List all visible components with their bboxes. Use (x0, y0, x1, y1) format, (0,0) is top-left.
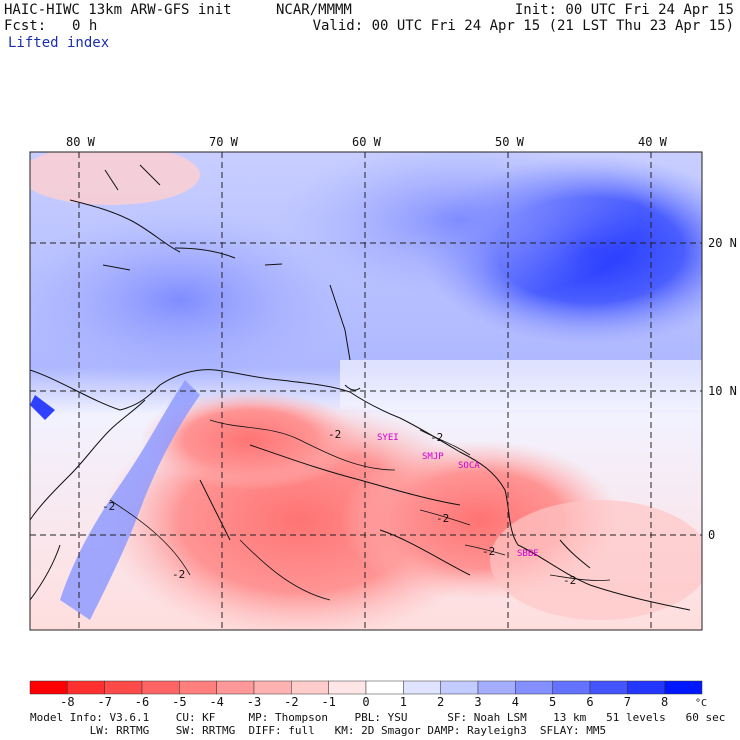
colorbar-cell (515, 680, 553, 695)
model-info-line1: Model Info: V3.6.1 CU: KF MP: Thompson P… (30, 711, 726, 724)
lon-label-40w: 40 W (638, 135, 668, 149)
colorbar-tick-label: 3 (474, 695, 481, 708)
station-label-soca: SOCA (458, 461, 480, 471)
colorbar-cell (216, 680, 255, 695)
colorbar-cell (627, 680, 665, 695)
andes-stable-ridge (60, 380, 200, 620)
station-label-smjp: SMJP (422, 452, 444, 462)
colorbar-cell (403, 680, 441, 695)
contour-label: -2 (436, 512, 449, 525)
colorbar-tick-label: 8 (661, 695, 668, 708)
contour-label: -2 (328, 428, 341, 441)
upper-left-pink (30, 152, 200, 205)
land-unstable-3 (140, 390, 360, 490)
colorbar-tick-label: 6 (586, 695, 593, 708)
contour-label: -2 (563, 574, 576, 587)
init-time: Init: 00 UTC Fri 24 Apr 15 (514, 2, 734, 18)
colorbar-unit: °C (695, 698, 707, 708)
station-label-sbbe: SBBE (517, 549, 539, 559)
colorbar-cell (29, 680, 68, 695)
lat-label-10n: 10 N (708, 384, 737, 398)
colorbar-tick-label: 4 (512, 695, 519, 708)
lon-label-50w: 50 W (495, 135, 525, 149)
contour-label: -2 (430, 431, 443, 444)
colorbar-tick-label: -4 (209, 695, 223, 708)
colorbar-tick-label: -2 (284, 695, 298, 708)
colorbar-cell (179, 680, 217, 695)
colorbar-tick-label: 7 (624, 695, 631, 708)
colorbar-tick-label: -8 (60, 695, 74, 708)
colorbar-tick-label: 2 (437, 695, 444, 708)
contour-label: -2 (482, 545, 495, 558)
colorbar-tick-label: -3 (247, 695, 261, 708)
colorbar-cell (365, 680, 404, 695)
model-info-line2: LW: RRTMG SW: RRTMG DIFF: full KM: 2D Sm… (30, 724, 607, 737)
colorbar-cell (291, 680, 329, 695)
colorbar-cell (664, 680, 703, 695)
colorbar-tick-label: -7 (97, 695, 111, 708)
contour-label: -2 (172, 568, 185, 581)
org-label: NCAR/MMMM (276, 2, 352, 18)
colorbar-cell (477, 680, 516, 695)
colorbar-tick-label: -1 (321, 695, 335, 708)
model-title: HAIC-HIWC 13km ARW-GFS init (4, 2, 232, 18)
colorbar-cell (440, 680, 479, 695)
lat-label-0: 0 (708, 528, 715, 542)
lon-label-70w: 70 W (209, 135, 239, 149)
colorbar-cell (141, 680, 180, 695)
contours (109, 419, 611, 601)
colorbar-tick-label: 0 (362, 695, 369, 708)
colorbar-cells (29, 680, 703, 695)
map-frame (29, 151, 703, 631)
colorbar-tick-labels: -8 -7 -6 -5 -4 -3 -2 -1 0 1 2 3 4 5 6 7 8 (60, 695, 668, 708)
map-panel: 80 W 70 W 60 W 50 W 40 W 20 N 10 N 0 -2 … (29, 135, 737, 631)
colorbar-tick-label: 5 (549, 695, 556, 708)
lon-label-60w: 60 W (352, 135, 382, 149)
fcst-value: 0 h (72, 18, 98, 34)
colorbar-tick-label: -6 (135, 695, 149, 708)
colorbar-cell (253, 680, 292, 695)
colorbar-tick-label: 1 (400, 695, 407, 708)
colorbar-cell (67, 680, 105, 695)
lat-label-20n: 20 N (708, 236, 737, 250)
graticule (30, 152, 702, 630)
contour-label: -2 (102, 500, 115, 513)
colorbar: -8 -7 -6 -5 -4 -3 -2 -1 0 1 2 3 4 5 6 7 8 °C (29, 680, 707, 708)
colorbar-cell (104, 680, 143, 695)
colorbar-cell (552, 680, 591, 695)
lon-label-80w: 80 W (66, 135, 96, 149)
mid-blue-region (280, 152, 640, 300)
valid-time: Valid: 00 UTC Fri 24 Apr 15 (21 LST Thu … (312, 18, 734, 34)
mid-blue-region-2 (30, 210, 350, 390)
station-label-syei: SYEI (377, 433, 399, 443)
field-name: Lifted index (8, 35, 110, 51)
coastlines (30, 164, 691, 611)
colorbar-cell (589, 680, 628, 695)
fcst-label: Fcst: (4, 18, 47, 34)
colorbar-cell (328, 680, 367, 695)
colorbar-tick-label: -5 (172, 695, 186, 708)
